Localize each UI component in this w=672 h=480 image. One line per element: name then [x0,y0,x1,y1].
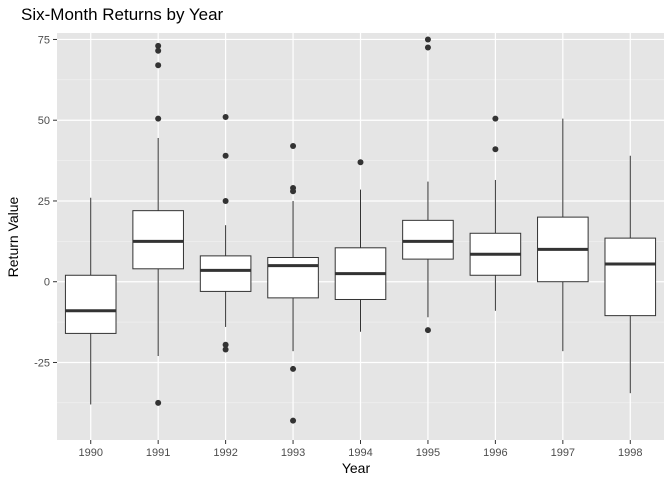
x-tick-label: 1998 [618,447,642,459]
y-tick-label: 75 [38,34,50,46]
y-axis: -25 0 25 50 75 [34,34,57,369]
box-iqr [267,256,319,299]
x-tick-label: 1991 [146,447,170,459]
box-iqr [132,210,184,270]
box-1997 [537,118,589,352]
y-tick-label: 25 [38,196,50,208]
x-tick-label: 1990 [78,447,102,459]
outlier-point [424,44,431,51]
boxes [64,36,657,424]
outlier-point [155,42,162,49]
x-tick-label: 1994 [348,447,372,459]
box-1991 [132,42,184,406]
box-1996 [469,115,522,311]
x-axis-title: Year [342,460,371,476]
y-tick-label: 50 [38,115,50,127]
outlier-point [222,113,229,120]
box-1990 [64,197,117,405]
outlier-point [222,346,229,353]
outlier-point [155,115,162,122]
outlier-point [155,399,162,406]
x-tick-label: 1995 [416,447,440,459]
x-tick-label: 1993 [281,447,305,459]
y-tick-label: -25 [34,357,50,369]
x-tick-label: 1992 [213,447,237,459]
x-tick-label: 1996 [483,447,507,459]
outlier-point [424,36,431,43]
outlier-point [357,159,364,166]
x-axis: 1990 1991 1992 1993 1994 1995 1996 1997 1998 [78,440,643,459]
outlier-point [290,365,297,372]
outlier-point [290,417,297,424]
box-iqr [604,237,657,317]
outlier-point [222,152,229,159]
outlier-point [155,62,162,69]
chart-title: Six-Month Returns by Year [21,5,224,24]
outlier-point [155,47,162,54]
outlier-point [222,341,229,348]
box-1993 [267,143,319,424]
box-1994 [334,159,387,332]
y-axis-title: Return Value [5,196,21,277]
x-tick-label: 1997 [551,447,575,459]
box-1998 [604,155,657,394]
box-iqr [402,219,454,260]
outlier-point [492,115,499,122]
outlier-point [222,197,229,204]
outlier-point [492,146,499,153]
box-1995 [402,36,454,334]
box-1992 [199,113,252,353]
outlier-point [290,188,297,195]
box-iqr [199,255,252,292]
box-iqr [64,274,117,334]
outlier-point [424,327,431,334]
y-tick-label: 0 [44,277,50,289]
outlier-point [290,143,297,150]
